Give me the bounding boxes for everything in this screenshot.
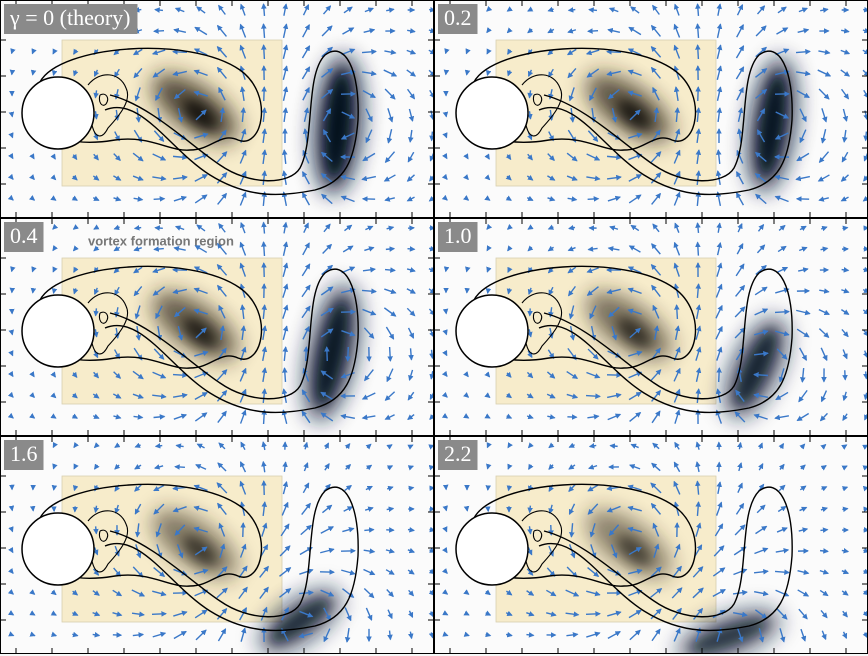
field-arrow [569, 10, 576, 11]
annotation: vortex formation region [88, 233, 234, 248]
field-arrow [588, 199, 599, 200]
field-arrow [54, 486, 55, 490]
field-arrow [610, 446, 617, 447]
panel-label: γ = 0 (theory) [9, 5, 130, 30]
field-arrow [467, 71, 468, 75]
field-arrow [12, 113, 13, 116]
field-arrow [327, 347, 328, 361]
field-arrow [154, 417, 165, 418]
field-arrow [12, 269, 13, 272]
field-arrow [719, 462, 720, 471]
field-arrow [409, 487, 414, 488]
panel-label: 1.0 [444, 223, 472, 248]
field-arrow [488, 465, 489, 468]
panel: 1.0 [434, 218, 868, 436]
field-arrow [589, 10, 597, 11]
field-arrow [135, 228, 141, 229]
field-arrow [820, 551, 828, 552]
cylinder [456, 295, 528, 367]
panel-label: 2.2 [444, 441, 472, 466]
field-arrow [586, 614, 600, 615]
field-arrow [698, 242, 699, 255]
field-arrow [754, 375, 768, 376]
field-arrow [530, 506, 531, 513]
field-arrow [820, 530, 827, 531]
field-arrow [866, 371, 867, 378]
field-arrow [467, 268, 468, 271]
field-arrow [264, 45, 265, 59]
panel: 2.2 [434, 436, 868, 656]
cylinder [456, 513, 528, 585]
field-arrow [698, 45, 699, 59]
field-arrow [719, 368, 720, 382]
field-arrow [12, 508, 13, 511]
field-arrow [154, 199, 165, 200]
field-arrow [12, 331, 13, 334]
field-arrow [842, 509, 847, 510]
panel: 0.2 [434, 0, 868, 218]
field-arrow [155, 228, 163, 229]
field-arrow [446, 507, 447, 510]
field-arrow [866, 132, 867, 141]
field-arrow [488, 289, 489, 293]
field-arrow [175, 467, 185, 468]
cylinder [22, 77, 94, 149]
field-arrow [390, 347, 391, 361]
panel-label: 0.2 [444, 5, 472, 30]
field-arrow [306, 347, 307, 361]
field-arrow [152, 614, 166, 615]
field-arrow [607, 52, 621, 53]
field-arrow [264, 242, 265, 256]
field-arrow [698, 4, 699, 16]
panel: 1.6 [0, 436, 434, 656]
field-arrow [408, 249, 415, 250]
figure: γ = 0 (theory) 0.2 0.4 vortex formation reg… [0, 0, 868, 656]
field-arrow [446, 51, 447, 54]
panel-label: 0.4 [10, 223, 38, 248]
field-arrow [842, 228, 847, 229]
field-arrow [33, 289, 34, 293]
field-arrow [33, 71, 34, 75]
field-arrow [677, 305, 678, 319]
field-arrow [264, 222, 265, 233]
field-arrow [54, 289, 55, 293]
field-arrow [364, 530, 373, 531]
field-arrow [588, 31, 598, 32]
field-arrow [445, 331, 446, 334]
panel: 0.4 vortex formation region [0, 218, 435, 436]
field-arrow [12, 51, 13, 54]
field-arrow [96, 308, 97, 315]
field-arrow [775, 312, 789, 313]
field-arrow [386, 249, 394, 250]
field-arrow [96, 526, 97, 533]
field-arrow [285, 368, 286, 382]
field-arrow [154, 31, 164, 32]
field-arrow [385, 270, 395, 271]
panel-label: 1.6 [10, 441, 38, 466]
field-arrow [408, 530, 414, 531]
field-arrow [348, 347, 349, 361]
field-arrow [390, 631, 391, 640]
field-arrow [842, 270, 849, 271]
cylinder [456, 77, 528, 149]
field-arrow [467, 507, 468, 511]
field-arrow [173, 52, 187, 53]
cylinder [22, 295, 94, 367]
field-arrow [173, 375, 187, 376]
field-arrow [411, 348, 412, 359]
field-arrow [154, 249, 164, 250]
field-arrow [155, 10, 163, 11]
field-arrow [432, 132, 433, 141]
field-arrow [508, 486, 509, 491]
field-arrow [264, 4, 265, 16]
field-arrow [446, 113, 447, 116]
field-arrow [698, 223, 699, 233]
field-arrow [526, 635, 533, 636]
field-arrow [432, 350, 433, 358]
field-arrow [586, 396, 600, 397]
field-arrow [156, 446, 162, 447]
panel: γ = 0 (theory) [0, 0, 435, 218]
cylinder [22, 513, 94, 585]
